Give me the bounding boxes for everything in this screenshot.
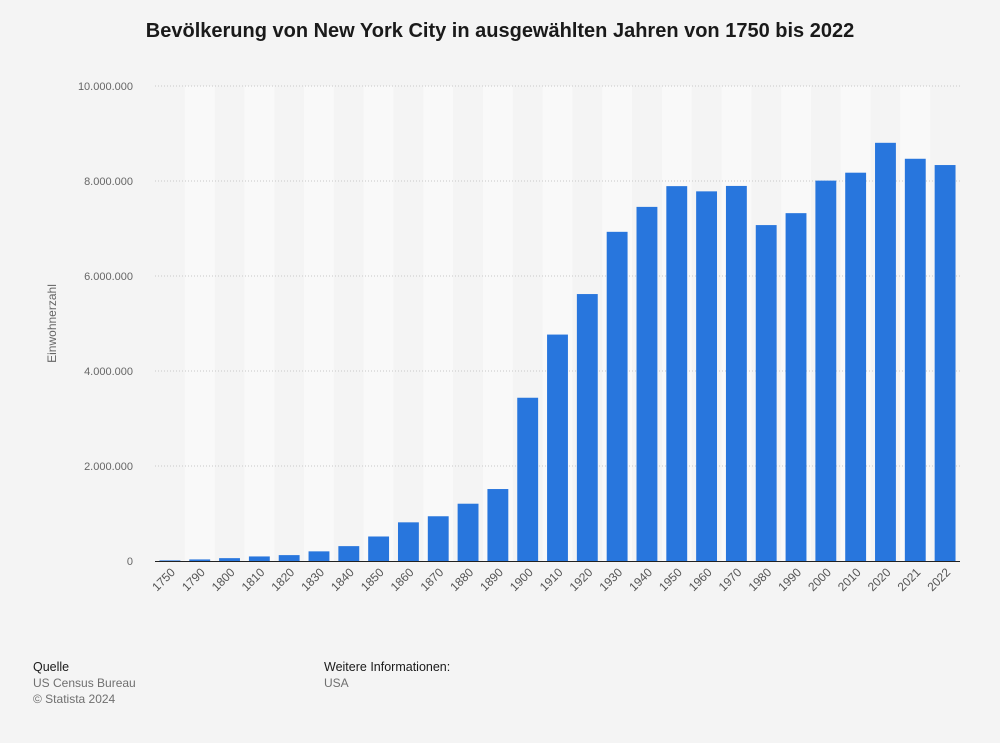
bar-1860[interactable] (397, 522, 419, 561)
x-tick-label: 1790 (179, 565, 208, 594)
x-tick-label: 1870 (418, 565, 447, 594)
bar-1790[interactable] (189, 559, 211, 561)
x-tick-label: 1810 (239, 565, 268, 594)
x-tick-label: 1820 (269, 565, 298, 594)
x-tick-label: 1850 (358, 565, 387, 594)
x-tick-label: 1840 (328, 565, 357, 594)
x-tick-label: 2000 (805, 565, 834, 594)
x-tick-label: 2021 (895, 565, 924, 594)
y-tick-label: 0 (127, 556, 133, 568)
y-tick-label: 4.000.000 (84, 366, 133, 378)
bar-1950[interactable] (666, 186, 688, 561)
bar-1870[interactable] (427, 516, 449, 561)
bar-chart: 0 2.000.000 4.000.000 6.000.000 8.000.000 10.… (45, 81, 960, 594)
band (363, 86, 394, 561)
x-tick-labels: 1750 1790 1800 1810 1820 1830 1840 1850 1860 1870… (149, 565, 953, 594)
x-tick-label: 1890 (477, 565, 506, 594)
bar-2021[interactable] (904, 158, 926, 561)
x-tick-label: 1750 (149, 565, 178, 594)
y-tick-label: 8.000.000 (84, 176, 133, 188)
bar-1810[interactable] (248, 556, 270, 561)
bar-1900[interactable] (517, 397, 539, 561)
bar-1850[interactable] (368, 536, 390, 561)
bar-2020[interactable] (875, 142, 896, 561)
x-tick-label: 1880 (447, 565, 476, 594)
x-tick-label: 2022 (924, 565, 953, 594)
x-tick-label: 1990 (775, 565, 804, 594)
info-heading[interactable]: Weitere Informationen: (324, 660, 451, 674)
y-tick-labels: 0 2.000.000 4.000.000 6.000.000 8.000.000 10.… (78, 81, 133, 568)
band (482, 86, 513, 561)
bar-1880[interactable] (457, 503, 479, 561)
x-tick-label: 1980 (746, 565, 775, 594)
x-tick-label: 2010 (835, 565, 864, 594)
chart-title: Bevölkerung von New York City in ausgewä… (145, 20, 855, 42)
source-heading: Quelle (33, 660, 70, 674)
y-tick-label: 10.000.000 (78, 81, 133, 93)
band (184, 86, 215, 561)
bar-1980[interactable] (755, 225, 777, 561)
band (304, 86, 334, 561)
x-tick-label: 1930 (596, 565, 625, 594)
bar-1930[interactable] (606, 231, 628, 561)
bar-2010[interactable] (845, 172, 867, 561)
y-axis-label: Einwohnerzahl (45, 284, 59, 363)
band (244, 86, 275, 561)
x-tick-label: 1950 (656, 565, 685, 594)
x-tick-label: 1920 (567, 565, 596, 594)
x-tick-label: 1960 (686, 565, 715, 594)
info-value: USA (324, 676, 349, 690)
bar-2000[interactable] (815, 180, 837, 561)
x-tick-label: 1830 (298, 565, 327, 594)
bar-1960[interactable] (696, 191, 718, 562)
x-tick-label: 1900 (507, 565, 536, 594)
copyright[interactable]: © Statista 2024 (33, 692, 116, 706)
bars (159, 142, 956, 562)
x-tick-label: 1970 (716, 565, 745, 594)
y-tick-label: 6.000.000 (84, 271, 133, 283)
x-tick-label: 1940 (626, 565, 655, 594)
bar-1920[interactable] (576, 294, 598, 561)
y-tick-label: 2.000.000 (84, 461, 133, 473)
bar-1990[interactable] (785, 213, 807, 561)
x-tick-label: 2020 (865, 565, 894, 594)
bar-1970[interactable] (725, 185, 747, 561)
x-tick-label: 1860 (388, 565, 417, 594)
x-tick-label: 1910 (537, 565, 566, 594)
bar-1840[interactable] (338, 546, 360, 561)
source-name[interactable]: US Census Bureau (33, 676, 136, 690)
bar-2022[interactable] (934, 165, 956, 562)
info-block: Weitere Informationen: USA (324, 659, 450, 691)
bar-1830[interactable] (308, 551, 330, 561)
band (423, 86, 454, 561)
bar-1890[interactable] (487, 489, 509, 561)
bar-1750[interactable] (159, 560, 181, 561)
bar-1940[interactable] (636, 206, 658, 561)
bar-1820[interactable] (278, 555, 300, 561)
source-block: Quelle US Census Bureau © Statista 2024 (33, 659, 136, 707)
x-tick-label: 1800 (209, 565, 238, 594)
bar-1910[interactable] (547, 334, 568, 561)
bar-1800[interactable] (219, 558, 240, 561)
